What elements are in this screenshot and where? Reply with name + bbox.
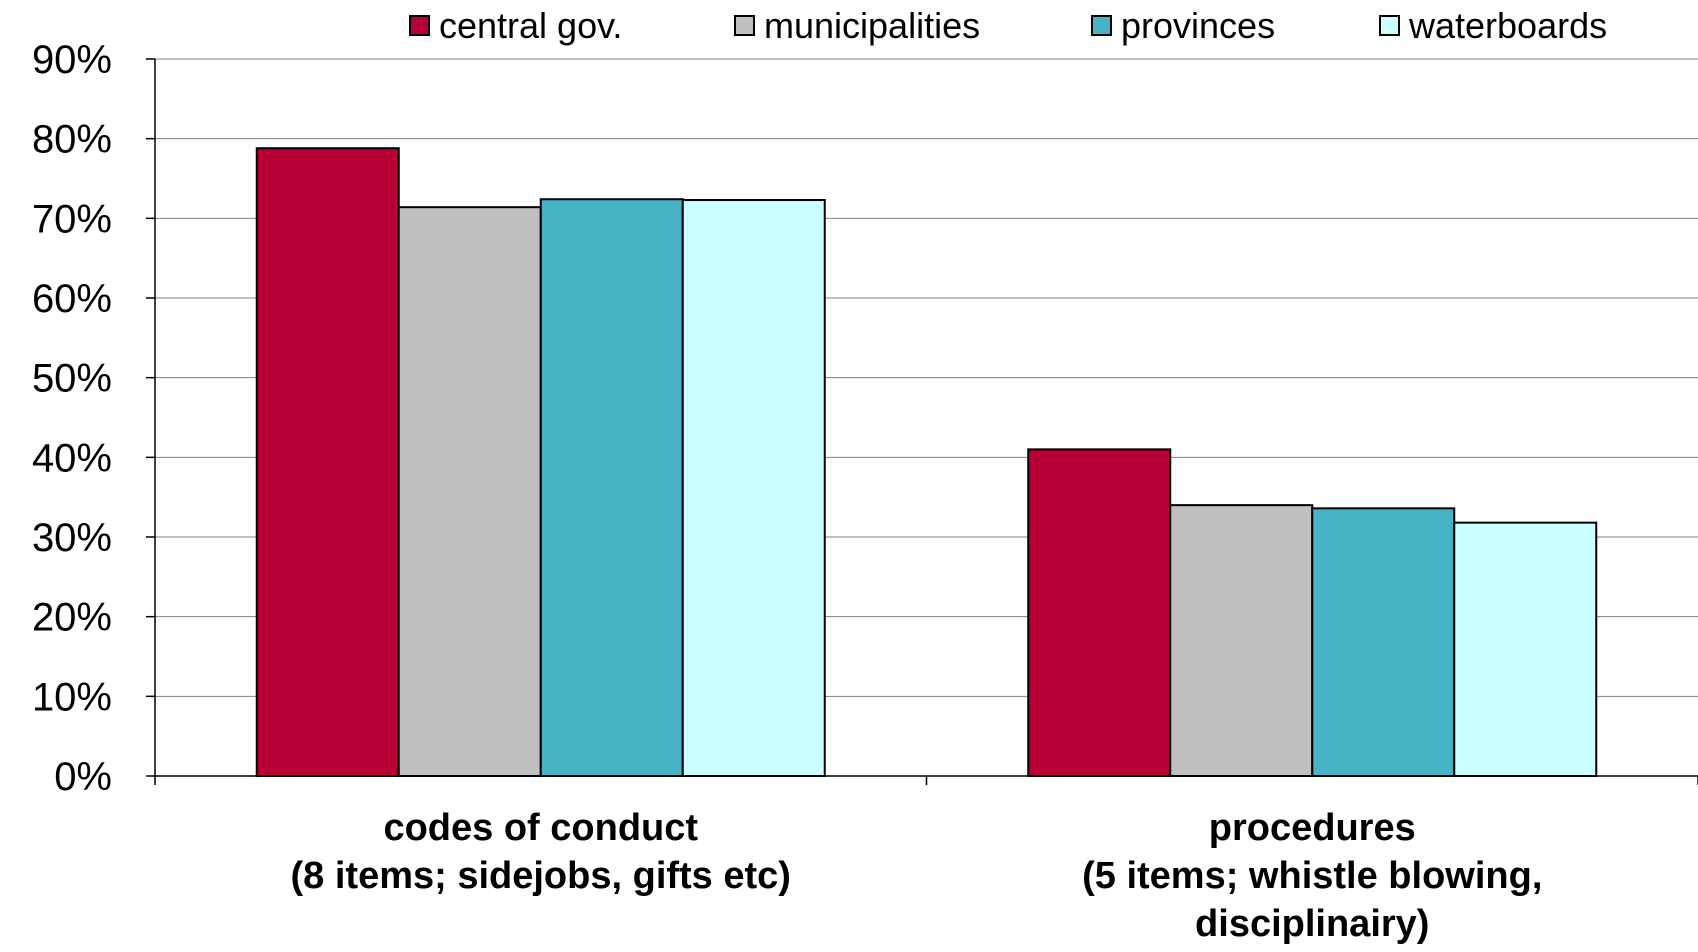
x-category-label: (8 items; sidejobs, gifts etc) bbox=[291, 855, 791, 897]
legend-swatch bbox=[1091, 15, 1112, 36]
y-tick-label: 80% bbox=[32, 118, 112, 162]
legend-swatch bbox=[409, 15, 430, 36]
x-axis-labels: codes of conduct (8 items; sidejobs, gift… bbox=[291, 807, 1543, 945]
y-tick-label: 40% bbox=[32, 436, 112, 480]
legend-item: central gov. bbox=[409, 5, 622, 46]
bar-provinces-2 bbox=[1311, 507, 1456, 777]
legend-swatch bbox=[734, 15, 755, 36]
legend-item: provinces bbox=[1091, 5, 1275, 46]
y-tick-label: 90% bbox=[32, 38, 112, 82]
y-tick-label: 20% bbox=[32, 596, 112, 640]
legend-label: waterboards bbox=[1408, 5, 1607, 46]
axes bbox=[146, 58, 1698, 785]
x-category-label: disciplinairy) bbox=[1195, 903, 1429, 945]
y-tick-label: 10% bbox=[32, 675, 112, 719]
bar-municipalities-1 bbox=[397, 206, 542, 777]
legend-item: municipalities bbox=[734, 5, 980, 46]
x-category-label: procedures bbox=[1209, 807, 1416, 849]
legend-label: provinces bbox=[1121, 5, 1275, 46]
bar-provinces-1 bbox=[539, 198, 684, 778]
x-category-label: codes of conduct bbox=[383, 807, 698, 849]
y-tick-label: 70% bbox=[32, 197, 112, 241]
y-tick-label: 0% bbox=[54, 755, 112, 799]
legend-swatch bbox=[1379, 15, 1400, 36]
bar-waterboards-1 bbox=[681, 199, 826, 777]
bar-central-gov-1 bbox=[255, 147, 400, 777]
y-tick-label: 30% bbox=[32, 516, 112, 560]
y-axis-ticks: 0% 10% 20% 30% 40% 50% 60% 70% 80% 90% bbox=[32, 38, 112, 799]
bar-municipalities-2 bbox=[1169, 504, 1314, 777]
legend-label: municipalities bbox=[764, 5, 980, 46]
bar-central-gov-2 bbox=[1027, 448, 1172, 777]
legend: central gov. municipalities provinces water… bbox=[409, 5, 1607, 46]
legend-label: central gov. bbox=[439, 5, 622, 46]
legend-item: waterboards bbox=[1379, 5, 1607, 46]
bar-waterboards-2 bbox=[1453, 521, 1598, 777]
y-tick-label: 60% bbox=[32, 277, 112, 321]
x-category-label: (5 items; whistle blowing, bbox=[1082, 855, 1542, 897]
bars bbox=[255, 147, 1598, 778]
y-tick-label: 50% bbox=[32, 357, 112, 401]
